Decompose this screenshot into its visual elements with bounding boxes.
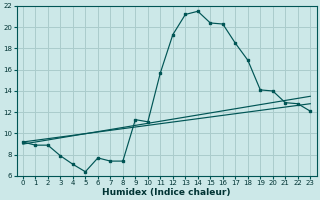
X-axis label: Humidex (Indice chaleur): Humidex (Indice chaleur): [102, 188, 231, 197]
